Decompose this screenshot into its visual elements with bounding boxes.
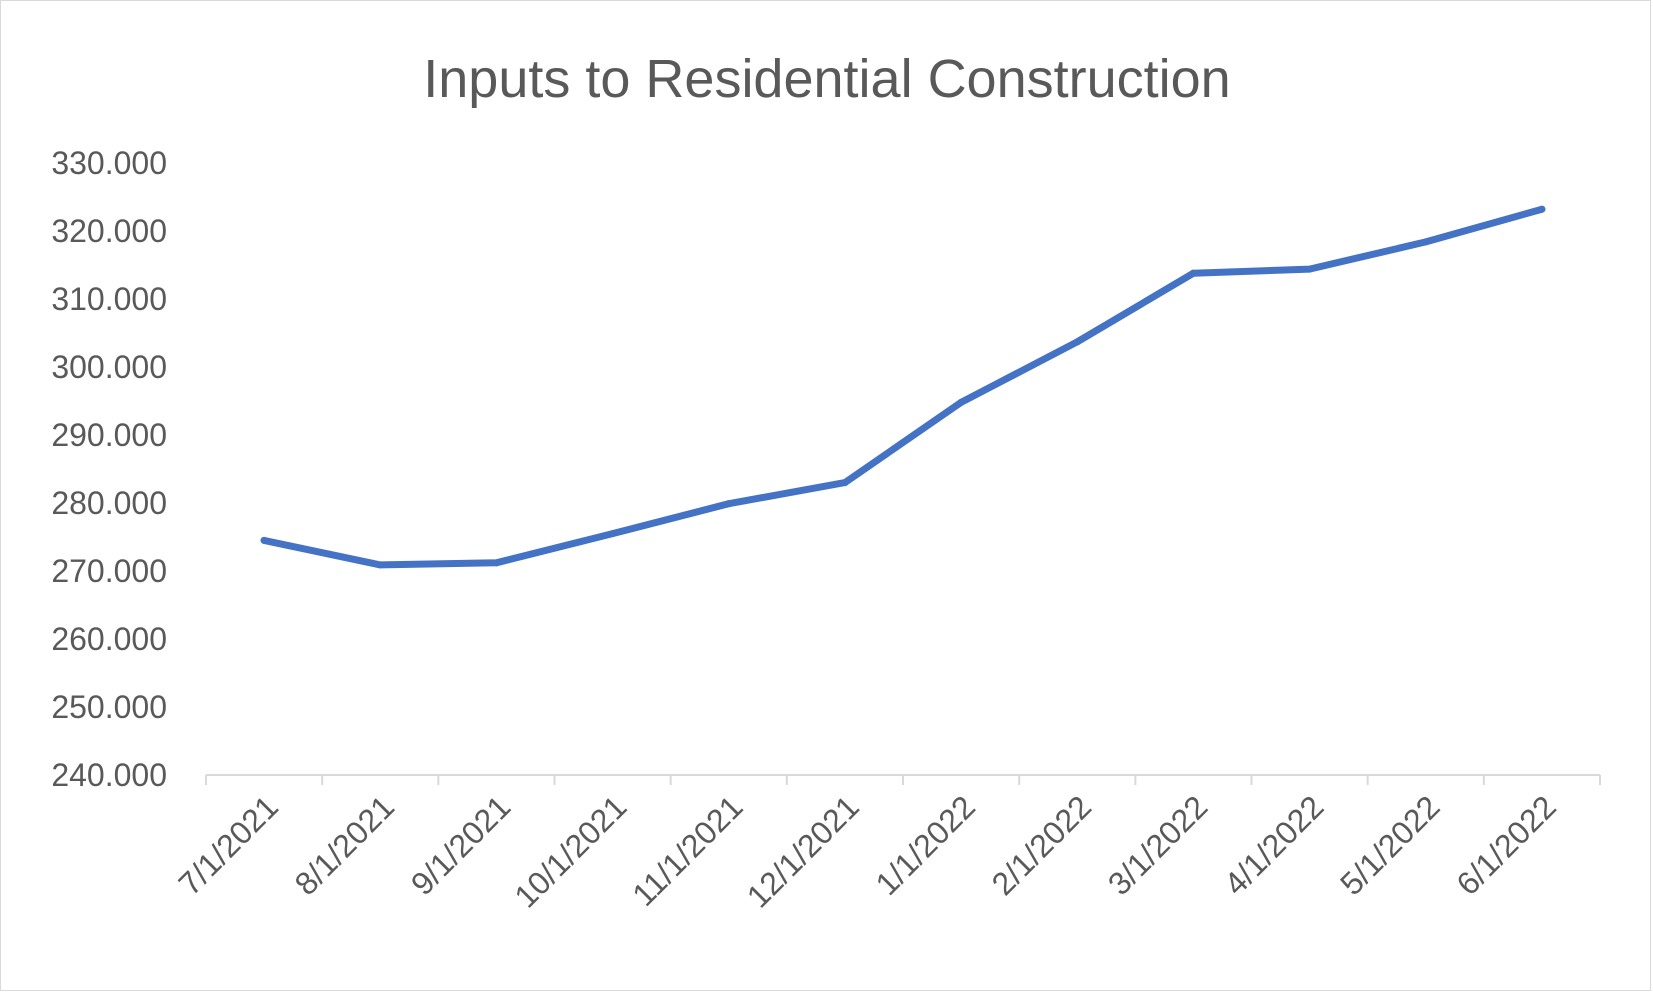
x-tick-label: 7/1/2021 <box>171 788 285 902</box>
y-tick-label: 270.000 <box>51 553 167 589</box>
chart-title: Inputs to Residential Construction <box>423 49 1230 109</box>
data-point <box>260 536 268 544</box>
series-line <box>260 205 1546 569</box>
x-axis: 7/1/2021 8/1/2021 9/1/202110/1/202111/1/20… <box>171 774 1601 915</box>
y-tick-label: 280.000 <box>51 485 167 521</box>
data-point <box>492 559 500 567</box>
x-tick-label: 11/1/2021 <box>625 788 749 912</box>
x-tick-label: 2/1/2022 <box>985 788 1099 902</box>
data-point <box>1538 205 1546 213</box>
data-point <box>1422 238 1430 246</box>
data-point <box>1189 269 1197 277</box>
data-point <box>841 479 849 487</box>
data-point <box>725 500 733 508</box>
data-point <box>957 398 965 406</box>
x-tick-label: 12/1/2021 <box>740 788 866 914</box>
y-tick-label: 300.000 <box>51 349 167 385</box>
x-tick-label: 8/1/2021 <box>288 788 402 902</box>
y-tick-label: 290.000 <box>51 417 167 453</box>
data-point <box>1073 338 1081 346</box>
data-point <box>609 530 617 538</box>
y-tick-label: 250.000 <box>51 689 167 725</box>
x-tick-label: 9/1/2021 <box>404 788 518 902</box>
y-tick-label: 320.000 <box>51 213 167 249</box>
data-point <box>1306 265 1314 273</box>
x-tick-label: 1/1/2022 <box>868 788 982 902</box>
x-tick-label: 6/1/2022 <box>1449 788 1563 902</box>
x-tick-label: 4/1/2022 <box>1217 788 1331 902</box>
data-point <box>376 561 384 569</box>
y-tick-label: 330.000 <box>51 145 167 181</box>
x-tick-label: 5/1/2022 <box>1333 788 1447 902</box>
x-tick-label: 3/1/2022 <box>1101 788 1215 902</box>
y-tick-label: 310.000 <box>51 281 167 317</box>
y-tick-label: 260.000 <box>51 621 167 657</box>
series-group <box>260 205 1546 569</box>
y-tick-label: 240.000 <box>51 757 167 793</box>
y-axis-ticks: 240.000 250.000 260.000 270.000 280.000 290.0… <box>51 145 167 793</box>
x-tick-label: 10/1/2021 <box>507 788 633 914</box>
